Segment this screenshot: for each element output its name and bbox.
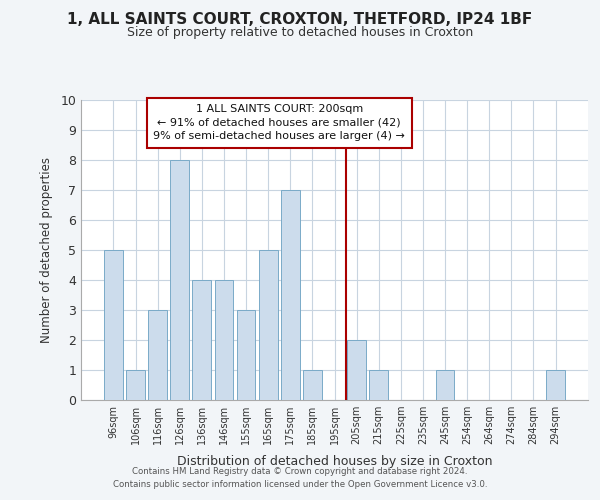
Bar bbox=[236, 310, 256, 400]
Text: Size of property relative to detached houses in Croxton: Size of property relative to detached ho… bbox=[127, 26, 473, 39]
X-axis label: Distribution of detached houses by size in Croxton: Distribution of detached houses by size … bbox=[177, 456, 492, 468]
Bar bbox=[193, 280, 211, 400]
Bar bbox=[546, 370, 565, 400]
Bar bbox=[436, 370, 454, 400]
Bar bbox=[126, 370, 145, 400]
Text: 1 ALL SAINTS COURT: 200sqm
← 91% of detached houses are smaller (42)
9% of semi-: 1 ALL SAINTS COURT: 200sqm ← 91% of deta… bbox=[153, 104, 405, 141]
Y-axis label: Number of detached properties: Number of detached properties bbox=[40, 157, 53, 343]
Bar bbox=[281, 190, 299, 400]
Text: Contains HM Land Registry data © Crown copyright and database right 2024.
Contai: Contains HM Land Registry data © Crown c… bbox=[113, 468, 487, 489]
Bar bbox=[104, 250, 123, 400]
Bar bbox=[215, 280, 233, 400]
Bar bbox=[370, 370, 388, 400]
Bar bbox=[170, 160, 189, 400]
Bar bbox=[148, 310, 167, 400]
Bar bbox=[259, 250, 278, 400]
Bar bbox=[303, 370, 322, 400]
Text: 1, ALL SAINTS COURT, CROXTON, THETFORD, IP24 1BF: 1, ALL SAINTS COURT, CROXTON, THETFORD, … bbox=[67, 12, 533, 28]
Bar bbox=[347, 340, 366, 400]
